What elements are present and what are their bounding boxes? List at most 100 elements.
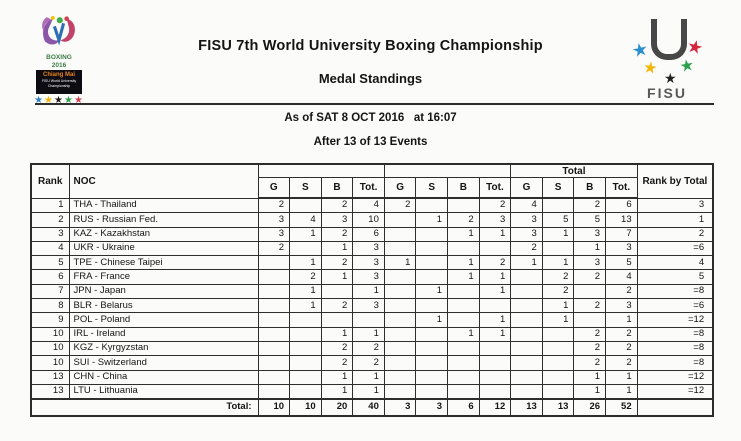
medal-count-cell bbox=[383, 269, 417, 285]
medal-count-cell: 4 bbox=[510, 197, 543, 214]
boxing-star-green-icon: ★ bbox=[63, 95, 74, 106]
medal-count-cell: 1 bbox=[605, 312, 638, 328]
rank-by-total-cell: =8 bbox=[636, 355, 714, 371]
medal-count-cell bbox=[541, 240, 575, 257]
rank-cell: 13 bbox=[30, 369, 70, 385]
medal-count-cell bbox=[541, 197, 575, 214]
medal-count-cell: 13 bbox=[605, 212, 638, 228]
medal-count-cell: 2 bbox=[605, 326, 638, 342]
medal-count-cell bbox=[383, 369, 417, 385]
medal-count-cell bbox=[383, 298, 417, 314]
table-row: 3 KAZ - Kazakhstan 3 1 2 6 1 1 3 1 3 7 2 bbox=[30, 226, 714, 242]
rank-by-total-cell: 5 bbox=[636, 269, 714, 285]
totals-rank-cell bbox=[636, 398, 714, 417]
medal-count-cell bbox=[383, 383, 417, 400]
medal-count-cell: 3 bbox=[573, 226, 607, 242]
page-title: FISU 7th World University Boxing Champio… bbox=[198, 38, 543, 54]
rank-by-total-cell: =6 bbox=[636, 298, 714, 314]
rank-by-total-cell: =8 bbox=[636, 283, 714, 300]
medal-count-cell: 1 bbox=[478, 269, 512, 285]
medal-count-cell bbox=[478, 383, 512, 400]
medal-count-cell: 1 bbox=[447, 226, 480, 242]
rank-by-total-cell: =6 bbox=[636, 240, 714, 257]
medal-count-cell bbox=[415, 340, 449, 357]
medal-count-cell: 1 bbox=[478, 326, 512, 342]
totals-count-cell: 13 bbox=[541, 398, 575, 417]
noc-cell: THA - Thailand bbox=[68, 197, 259, 214]
noc-cell: BLR - Belarus bbox=[68, 298, 259, 314]
medal-count-cell: 1 bbox=[478, 283, 512, 300]
medal-count-cell bbox=[257, 255, 291, 271]
noc-cell: LTU - Lithuania bbox=[68, 383, 259, 400]
medal-count-cell: 1 bbox=[541, 298, 575, 314]
medal-count-cell bbox=[541, 340, 575, 357]
chiang-mai-title: Chiang Mai bbox=[42, 72, 75, 78]
fisu-logo: ★ ★ ★ ★ ★ FISU bbox=[625, 14, 709, 102]
medal-count-cell bbox=[257, 283, 291, 300]
medal-count-cell: 3 bbox=[352, 255, 385, 271]
medal-count-cell: 6 bbox=[352, 226, 385, 242]
chiang-mai-box: Chiang Mai FISU World University Champio… bbox=[36, 70, 82, 94]
boxing-star-black-icon: ★ bbox=[54, 95, 64, 106]
medal-count-cell: 3 bbox=[605, 240, 638, 257]
medal-count-cell: 1 bbox=[289, 283, 322, 300]
medal-count-cell bbox=[510, 269, 543, 285]
noc-cell: CHN - China bbox=[68, 369, 259, 385]
medal-count-cell: 2 bbox=[605, 355, 638, 371]
medal-count-cell: 5 bbox=[605, 255, 638, 271]
medal-count-cell: 2 bbox=[573, 298, 607, 314]
medal-count-cell bbox=[510, 383, 543, 400]
medal-count-cell: 5 bbox=[573, 212, 607, 228]
table-row: 4 UKR - Ukraine 2 1 3 2 1 3 =6 bbox=[30, 240, 714, 257]
medal-count-cell: 2 bbox=[605, 283, 638, 300]
g1-total-header: Tot. bbox=[352, 177, 385, 199]
medal-count-cell: 1 bbox=[415, 283, 449, 300]
medal-count-cell: 1 bbox=[320, 383, 354, 400]
medal-count-cell bbox=[383, 312, 417, 328]
rank-by-total-cell: =8 bbox=[636, 340, 714, 357]
medal-count-cell bbox=[415, 298, 449, 314]
events-progress: After 13 of 13 Events bbox=[313, 136, 428, 148]
fisu-wordmark: FISU bbox=[647, 85, 687, 101]
noc-cell: UKR - Ukraine bbox=[68, 240, 259, 257]
medal-count-cell bbox=[447, 340, 480, 357]
table-row: 9 POL - Poland 1 1 1 1 =12 bbox=[30, 312, 714, 328]
rank-by-total-cell: =8 bbox=[636, 326, 714, 342]
medal-count-cell bbox=[447, 298, 480, 314]
table-row: 1 THA - Thailand 2 2 4 2 2 4 2 6 3 bbox=[30, 197, 714, 214]
medal-count-cell: 2 bbox=[573, 197, 607, 214]
header-divider bbox=[35, 103, 714, 105]
medal-count-cell: 1 bbox=[541, 255, 575, 271]
medal-count-cell bbox=[478, 369, 512, 385]
medal-count-cell: 1 bbox=[415, 312, 449, 328]
noc-cell: SUI - Switzerland bbox=[68, 355, 259, 371]
medal-count-cell: 1 bbox=[478, 312, 512, 328]
medal-count-cell: 2 bbox=[320, 226, 354, 242]
medal-count-cell bbox=[320, 283, 354, 300]
totals-count-cell: 52 bbox=[605, 398, 638, 417]
medal-count-cell: 3 bbox=[352, 298, 385, 314]
totals-count-cell: 13 bbox=[510, 398, 543, 417]
g3-bronze-header: B bbox=[573, 177, 607, 199]
medal-count-cell: 2 bbox=[320, 340, 354, 357]
medal-count-cell bbox=[478, 240, 512, 257]
medal-count-cell bbox=[257, 383, 291, 400]
totals-count-cell: 10 bbox=[257, 398, 291, 417]
medal-count-cell bbox=[447, 312, 480, 328]
chiang-mai-sub1: FISU World University bbox=[41, 79, 77, 84]
as-of-timestamp: As of SAT 8 OCT 2016 at 16:07 bbox=[284, 112, 457, 124]
medal-count-cell bbox=[573, 283, 607, 300]
rank-cell: 8 bbox=[30, 298, 70, 314]
medal-count-cell bbox=[289, 355, 322, 371]
noc-cell: JPN - Japan bbox=[68, 283, 259, 300]
boxing-2016-logo: BOXING 2016 Chiang Mai FISU World Univer… bbox=[30, 12, 88, 108]
medal-count-cell bbox=[289, 340, 322, 357]
medal-count-cell bbox=[257, 355, 291, 371]
g2-silver-header: S bbox=[415, 177, 449, 199]
boxing-star-blue-icon: ★ bbox=[34, 95, 45, 106]
medal-count-cell: 1 bbox=[383, 255, 417, 271]
medal-count-cell bbox=[415, 226, 449, 242]
medal-count-cell bbox=[510, 369, 543, 385]
medal-count-cell: 6 bbox=[605, 197, 638, 214]
medal-count-cell: 1 bbox=[415, 212, 449, 228]
